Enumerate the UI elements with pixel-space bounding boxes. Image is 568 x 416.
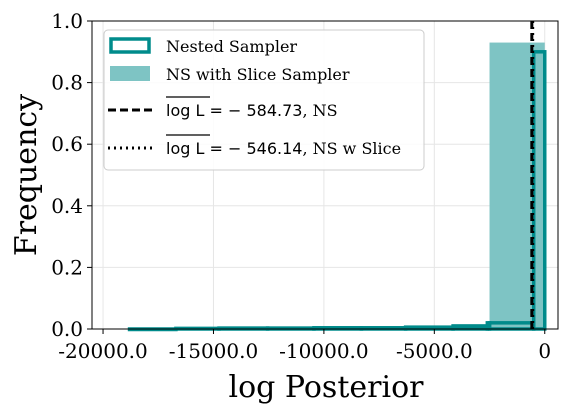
y-tick-label: 1.0 (51, 9, 83, 33)
x-tick-label: -20000.0 (58, 339, 147, 363)
axes-layer (91, 20, 559, 330)
ticks-layer: -20000.0 -15000.0 -10000.0 -5000.0 0 0.0 0.2 0.… (51, 9, 551, 363)
reference-lines-layer (530, 21, 535, 329)
y-tick-label: 0.2 (51, 255, 83, 279)
x-tick-label: -5000.0 (396, 339, 473, 363)
plot-frame (91, 20, 559, 330)
bars-layer (127, 42, 547, 332)
x-tick-label: 0 (538, 339, 551, 363)
legend-label-slice: NS with Slice Sampler (166, 65, 350, 84)
x-tick-label: -15000.0 (169, 339, 258, 363)
y-tick-label: 0.6 (51, 132, 83, 156)
x-tick-label: -10000.0 (279, 339, 368, 363)
y-tick-label: 0.4 (51, 194, 83, 218)
histogram-bar-slice (489, 42, 545, 330)
legend-label-mean-ns-slice: log L = − 546.14, NS w Slice (166, 139, 401, 158)
legend-label-nested: Nested Sampler (166, 37, 297, 56)
legend-swatch-slice (110, 66, 150, 81)
x-axis-title: log Posterior (229, 370, 425, 405)
legend-label-mean-ns: log L = − 584.73, NS (166, 101, 338, 120)
legend: Nested Sampler NS with Slice Sampler log L… (103, 29, 425, 171)
y-axis-title: Frequency (9, 94, 44, 256)
y-tick-label: 0.8 (51, 71, 83, 95)
y-tick-label: 0.0 (51, 317, 83, 341)
legend-swatch-nested (109, 37, 151, 54)
